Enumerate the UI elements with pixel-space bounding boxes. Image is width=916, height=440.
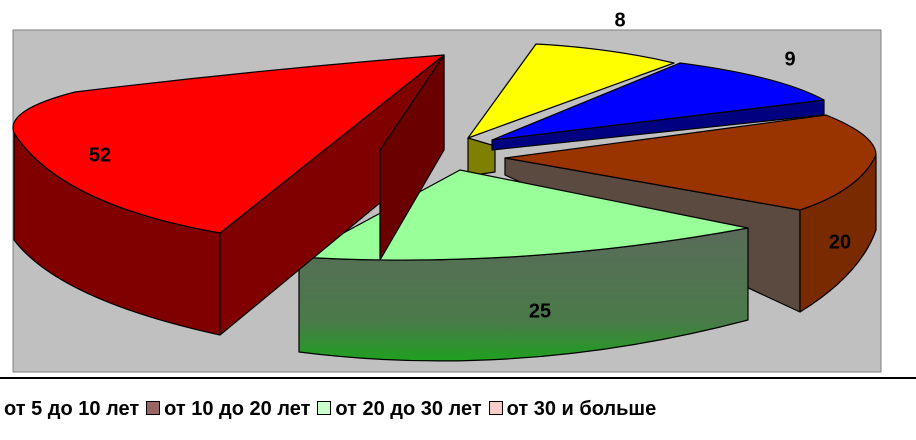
pie-slice-top <box>504 114 877 211</box>
legend-swatch <box>488 400 503 415</box>
data-label: 52 <box>89 144 111 166</box>
legend-label: от 20 до 30 лет <box>335 398 482 421</box>
data-label: 25 <box>529 300 551 322</box>
legend-item: от 20 до 30 лет <box>317 398 482 421</box>
pie-slice-top <box>491 62 825 141</box>
legend: от 5 до 10 лет от 10 до 20 лет от 20 до 30… <box>0 398 916 426</box>
pie-slice-4 <box>12 54 445 336</box>
legend-label: от 5 до 10 лет <box>4 398 140 421</box>
pie-slice-0 <box>467 43 675 177</box>
pie-slice-top <box>298 169 749 261</box>
plot-area: 8 9 20 25 52 <box>12 9 882 373</box>
pie-slice-side <box>379 54 445 261</box>
legend-item: от 30 и больше <box>488 398 657 421</box>
legend-label: от 30 и больше <box>506 398 657 421</box>
legend-item: от 10 до 20 лет <box>146 398 310 421</box>
pie-slice-3 <box>298 169 749 362</box>
legend-swatch <box>317 400 332 415</box>
pie-slice-top <box>12 54 445 234</box>
pie-slice-1 <box>491 62 825 151</box>
legend-label: от 10 до 20 лет <box>164 398 311 421</box>
legend-divider <box>0 377 916 379</box>
data-label: 8 <box>614 9 625 31</box>
pie-slice-side <box>467 137 496 177</box>
pie-slice-top <box>467 43 675 139</box>
data-label: 9 <box>784 48 795 70</box>
legend-swatch <box>146 400 161 415</box>
data-label: 20 <box>829 231 851 253</box>
legend-item: от 5 до 10 лет <box>4 398 139 421</box>
